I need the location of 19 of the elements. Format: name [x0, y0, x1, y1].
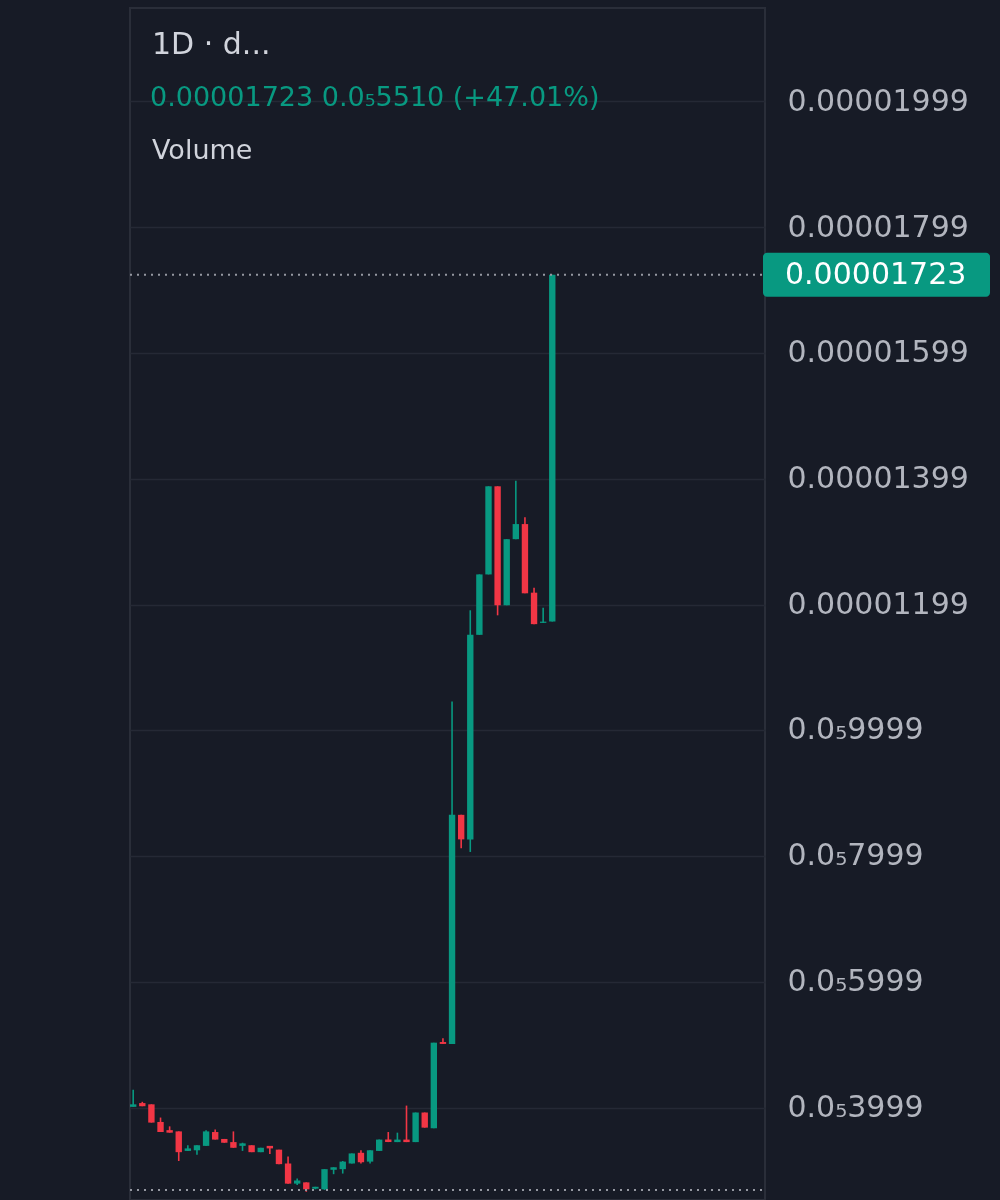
- annotation: Volume: [152, 134, 253, 165]
- candlestick: [321, 1168, 328, 1191]
- y-tick-label: 0.00001199: [787, 586, 969, 622]
- y-tick-label: 0.00001999: [787, 82, 969, 118]
- candlestick: [284, 1155, 292, 1185]
- text: 1D · d...: [152, 26, 271, 61]
- y-tick-label: 0.00001799: [787, 208, 969, 244]
- candlestick: [512, 479, 520, 540]
- y-tick-label: 0.00001399: [787, 460, 969, 496]
- ref-line-label: 0.00001723: [785, 255, 967, 291]
- candlestick: [130, 1089, 137, 1108]
- candlestick: [175, 1130, 182, 1162]
- y-tick-label: 0.00001599: [787, 334, 969, 370]
- y-tick-label: 0.0₅3999: [787, 1089, 924, 1125]
- annotation: 0.00001723 0.0₅5510 (+47.01%): [150, 81, 600, 112]
- y-tick-label: 0.0₅9999: [787, 711, 924, 747]
- y-tick-label: 0.0₅7999: [787, 837, 924, 873]
- y-tick-label: 0.0₅5999: [787, 963, 924, 999]
- candlestick: [148, 1103, 155, 1124]
